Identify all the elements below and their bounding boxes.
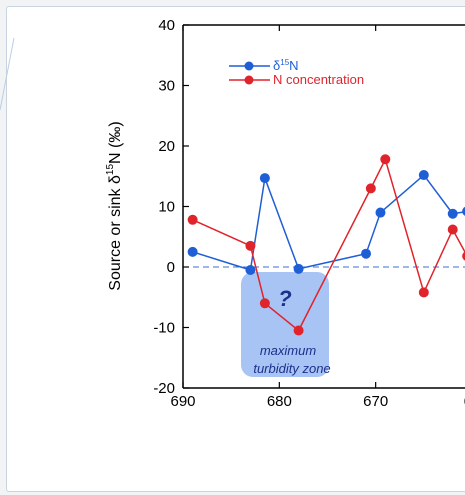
data-point-series-1 [293,325,304,336]
y-tick-label: -10 [153,320,175,337]
y-tick-label: 0 [167,259,175,276]
data-point-series-1 [245,240,256,251]
y-axis-label-sup: 15 [105,164,116,176]
data-point-series-1 [259,298,270,309]
data-point-series-0 [447,208,458,219]
figure-panel [6,6,465,492]
page-edge-line [0,37,15,111]
legend-label-d15n: δ15N [273,58,299,73]
legend-marker-n-concentration [244,75,254,85]
y-tick-label: 40 [158,17,175,34]
y-tick-label: 20 [158,138,175,155]
turbidity-question-mark: ? [278,286,291,311]
data-point-series-1 [187,214,198,225]
data-point-series-1 [418,287,429,298]
x-tick-label: 690 [170,393,195,410]
y-axis-label-tail: N (‰) [107,121,124,164]
legend-marker-d15n [244,61,254,71]
data-point-series-0 [259,173,270,184]
data-point-series-1 [462,251,465,261]
turbidity-label-line2: turbidity zone [253,361,330,376]
x-tick-label: 670 [363,393,388,410]
legend-label-d15n-main: δ [273,58,280,73]
y-tick-label: -20 [153,380,175,397]
y-tick-label: 30 [158,78,175,95]
y-axis-label-main: Source or sink δ [107,175,124,291]
x-tick-label: 66 [464,393,465,410]
data-point-series-1 [365,183,376,194]
x-tick-label: 680 [267,393,292,410]
turbidity-label-line1: maximum [260,343,317,358]
legend: δ15N N concentration [229,58,364,87]
series-line-0 [192,173,465,272]
series-layer [187,154,465,336]
data-point-series-0 [418,170,429,181]
data-point-series-1 [380,154,391,165]
data-point-series-0 [187,246,198,257]
data-point-series-0 [293,263,304,274]
y-tick-label: 10 [158,199,175,216]
data-point-series-0 [375,207,386,218]
legend-label-d15n-tail: N [289,58,298,73]
legend-label-d15n-sup: 15 [280,58,289,67]
legend-label-n-concentration: N concentration [273,72,364,87]
data-point-series-0 [245,265,256,276]
y-axis-label: Source or sink δ15N (‰) [105,121,124,290]
data-point-series-1 [447,224,458,235]
data-point-series-0 [462,206,465,216]
data-point-series-0 [361,248,372,259]
